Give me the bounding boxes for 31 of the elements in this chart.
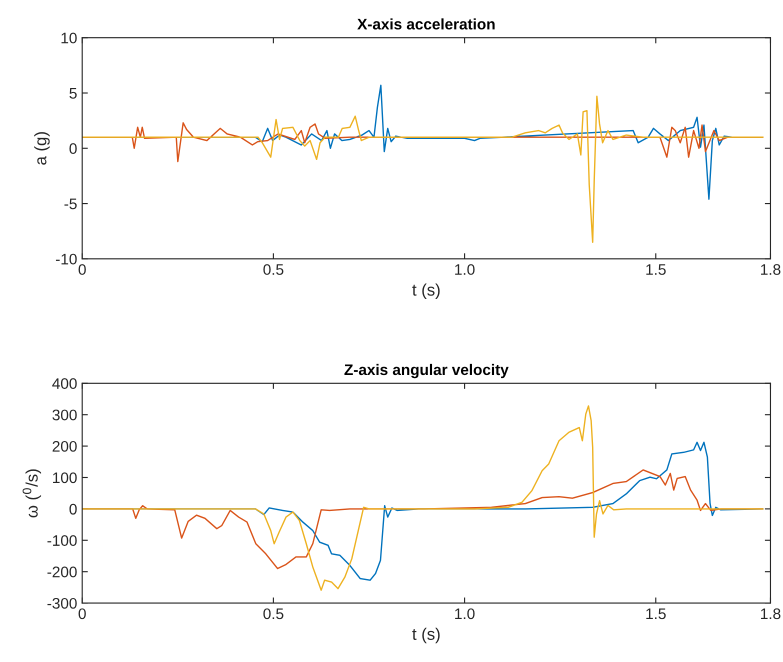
- y-tick-label: 400: [52, 378, 77, 389]
- y-tick-label: -5: [64, 198, 77, 210]
- x-tick-label: 0.5: [263, 608, 284, 620]
- y-tick-label: 0: [69, 504, 77, 515]
- line-series: [82, 96, 764, 243]
- y-axis-title: a (g): [34, 132, 50, 165]
- x-tick-label: 1.8: [761, 264, 780, 275]
- y-tick-label: -10: [56, 254, 77, 265]
- y-tick-label: 10: [62, 32, 77, 44]
- x-axis-title: t (s): [412, 284, 440, 300]
- y-tick-label: 300: [52, 410, 77, 420]
- x-tick-label: 0.5: [263, 264, 284, 275]
- y-tick-label: -100: [47, 535, 77, 546]
- y-tick-label: 200: [52, 440, 77, 452]
- chart-title: X-axis acceleration: [357, 18, 495, 30]
- x-tick-label: 1.8: [761, 608, 780, 620]
- y-tick-label: 0: [69, 143, 77, 154]
- x-tick-label: 1.0: [455, 264, 475, 275]
- x-tick-label: 0: [78, 264, 86, 275]
- line-series: [82, 405, 764, 591]
- chart-title: Z-axis angular velocity: [344, 364, 509, 378]
- x-tick-label: 1.5: [646, 608, 666, 620]
- y-tick-label: -200: [47, 566, 77, 578]
- x-axis-title: t (s): [412, 628, 440, 644]
- y-tick-label: 5: [69, 88, 77, 99]
- x-tick-label: 1.0: [455, 608, 475, 620]
- x-tick-label: 1.5: [646, 264, 666, 275]
- y-axis-title: ω ($^{0}$/s): [22, 469, 42, 518]
- x-tick-label: 0: [78, 608, 86, 620]
- y-tick-label: -300: [47, 598, 77, 609]
- y-tick-label: 100: [53, 472, 77, 484]
